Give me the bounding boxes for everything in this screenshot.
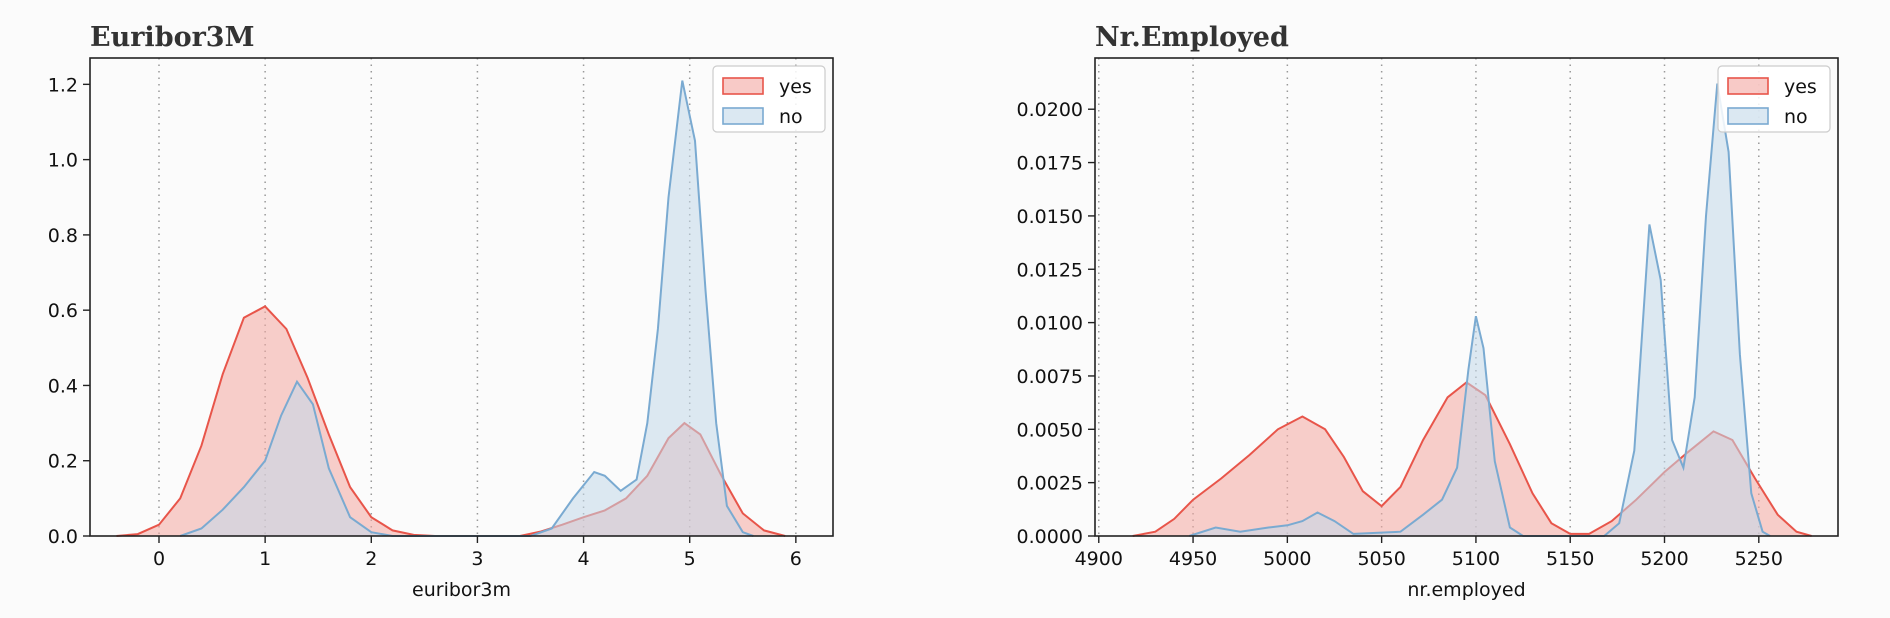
plot-frame bbox=[89, 57, 834, 537]
x-axis-ticks: 0 1 2 3 4 5 6 bbox=[153, 536, 802, 570]
legend-swatch-no bbox=[1727, 107, 1769, 125]
x-tick-label: 5000 bbox=[1263, 548, 1311, 570]
x-tick-label: 4900 bbox=[1075, 548, 1123, 570]
y-tick-label: 0.0025 bbox=[1017, 473, 1083, 495]
density-areas bbox=[1132, 83, 1812, 537]
density-areas bbox=[116, 80, 786, 537]
legend: yes no bbox=[712, 65, 826, 133]
density-fill-no bbox=[180, 80, 754, 536]
x-tick-label: 4950 bbox=[1169, 548, 1217, 570]
x-tick-label: 5050 bbox=[1357, 548, 1405, 570]
x-tick-label: 0 bbox=[153, 548, 165, 570]
chart-title: Euribor3M bbox=[90, 22, 254, 53]
density-fill-no bbox=[1189, 83, 1771, 536]
y-axis-ticks: 0.0 0.2 0.4 0.6 0.8 1.0 1.2 bbox=[48, 74, 90, 548]
legend-swatch-yes bbox=[722, 77, 764, 95]
legend-label-no: no bbox=[1784, 106, 1808, 128]
y-tick-label: 0.0100 bbox=[1017, 313, 1083, 335]
x-tick-label: 1 bbox=[259, 548, 271, 570]
legend-label-yes: yes bbox=[1784, 76, 1817, 98]
x-tick-label: 5200 bbox=[1640, 548, 1688, 570]
legend-label-no: no bbox=[779, 106, 803, 128]
x-axis-ticks: 4900 4950 5000 5050 5100 5150 5200 5250 bbox=[1075, 536, 1783, 570]
y-tick-label: 0.0 bbox=[48, 526, 78, 548]
legend-label-yes: yes bbox=[779, 76, 812, 98]
x-tick-label: 5150 bbox=[1546, 548, 1594, 570]
legend-swatch-no bbox=[722, 107, 764, 125]
density-line-no bbox=[1188, 83, 1771, 537]
chart-title: Nr.Employed bbox=[1095, 22, 1289, 53]
legend-swatch-yes bbox=[1727, 77, 1769, 95]
x-axis-label: euribor3m bbox=[412, 579, 511, 601]
y-tick-label: 0.2 bbox=[48, 451, 78, 473]
x-tick-label: 2 bbox=[365, 548, 377, 570]
density-line-no bbox=[179, 80, 754, 537]
y-tick-label: 0.6 bbox=[48, 300, 78, 322]
x-tick-label: 5100 bbox=[1452, 548, 1500, 570]
x-tick-label: 5250 bbox=[1735, 548, 1783, 570]
y-tick-label: 1.2 bbox=[48, 74, 78, 96]
x-tick-label: 5 bbox=[684, 548, 696, 570]
x-tick-label: 6 bbox=[790, 548, 802, 570]
chart-panel-nr-employed: Nr.Employed 4900 4950 5000 5050 5100 5150 5200… bbox=[1017, 22, 1839, 601]
legend: yes no bbox=[1717, 65, 1831, 133]
x-tick-label: 4 bbox=[578, 548, 590, 570]
y-tick-label: 0.4 bbox=[48, 375, 78, 397]
x-tick-label: 3 bbox=[471, 548, 483, 570]
y-tick-label: 0.0075 bbox=[1017, 366, 1083, 388]
y-axis-ticks: 0.0000 0.0025 0.0050 0.0075 0.0100 0.0125 0.01… bbox=[1017, 99, 1095, 548]
y-tick-label: 1.0 bbox=[48, 150, 78, 172]
y-tick-label: 0.0175 bbox=[1017, 153, 1083, 175]
y-tick-label: 0.0200 bbox=[1017, 99, 1083, 121]
plot-frame bbox=[1094, 57, 1839, 537]
x-axis-label: nr.employed bbox=[1407, 579, 1525, 601]
y-tick-label: 0.8 bbox=[48, 225, 78, 247]
y-tick-label: 0.0000 bbox=[1017, 526, 1083, 548]
y-tick-label: 0.0125 bbox=[1017, 259, 1083, 281]
y-tick-label: 0.0050 bbox=[1017, 419, 1083, 441]
y-tick-label: 0.0150 bbox=[1017, 206, 1083, 228]
